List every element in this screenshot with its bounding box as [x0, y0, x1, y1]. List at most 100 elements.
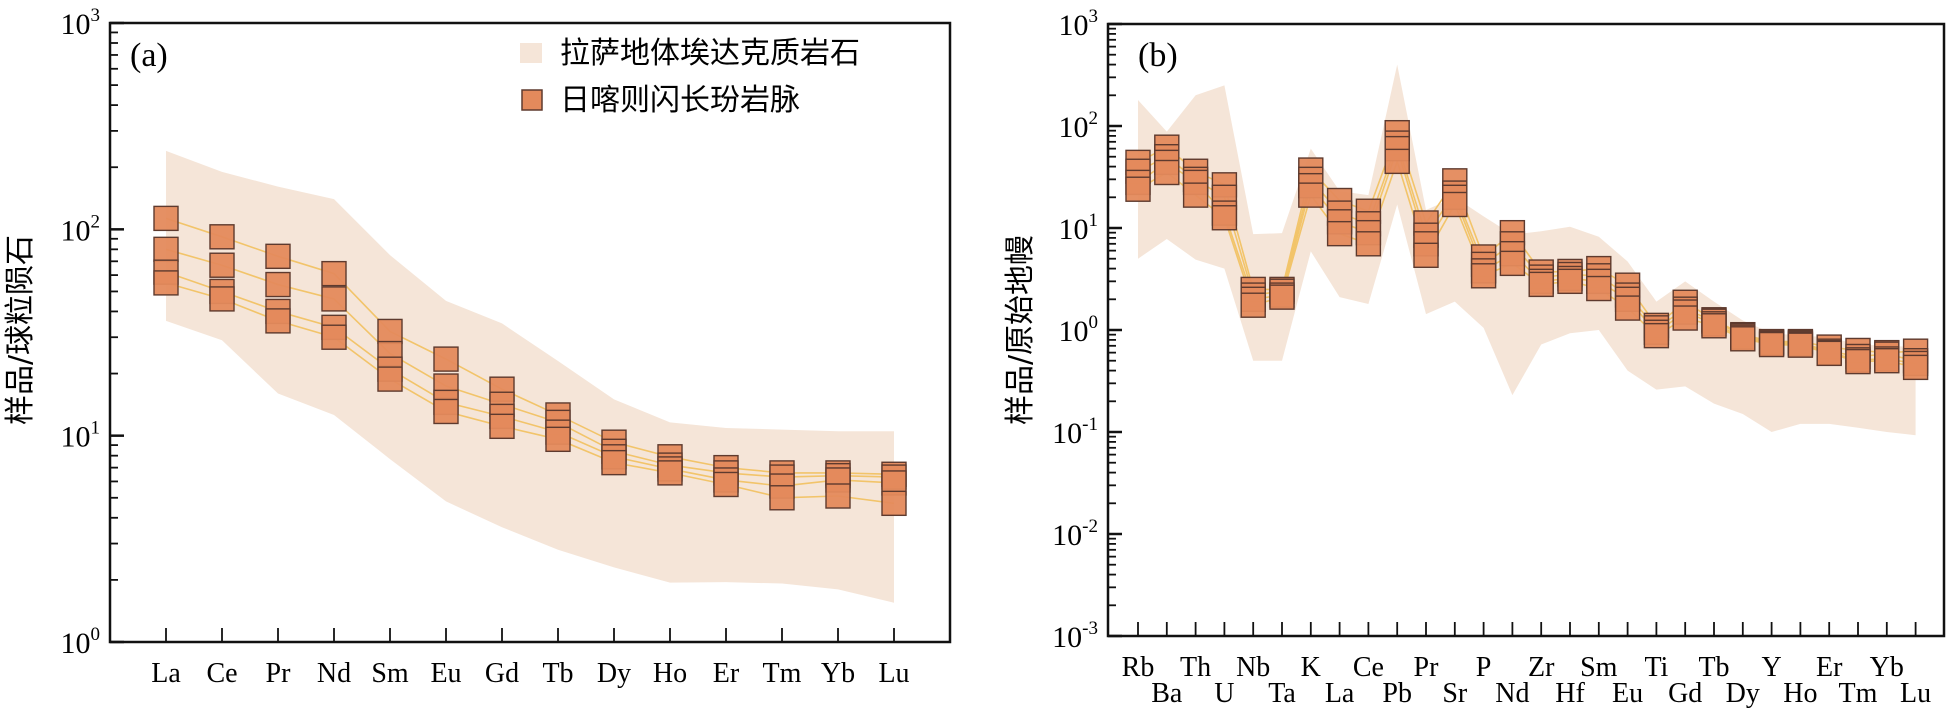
tick-base: 10 — [61, 627, 91, 660]
panel-b-x-tick-label-rb: Rb — [1122, 652, 1155, 683]
panel-b-x-tick-label-pb: Pb — [1382, 678, 1412, 709]
tick-base: 10 — [61, 214, 91, 247]
panel-a-marker-la-1 — [153, 205, 179, 232]
panel-a-x-tick-label-la: La — [151, 658, 181, 689]
panel-b-marker-u-4 — [1211, 205, 1238, 231]
panel-b-y-tick-label: 100 — [1059, 312, 1099, 348]
panel-b-marker-nd-4 — [1499, 250, 1526, 277]
panel-b-y-tick-label: 10-1 — [1052, 414, 1098, 450]
panel-b-marker-yb-4 — [1874, 348, 1900, 374]
tick-base: 10 — [1052, 519, 1082, 552]
panel-b-marker-sm-4 — [1586, 275, 1612, 302]
panel-a-markers-layer — [153, 205, 907, 517]
tick-exponent: -3 — [1082, 618, 1098, 639]
panel-a-y-tick-label: 103 — [61, 5, 101, 41]
panel-a-frame — [108, 21, 952, 644]
legend-sample-label: 日喀则闪长玢岩脉 — [560, 83, 800, 118]
panel-a-marker-sm-4 — [377, 366, 403, 392]
panel-a-marker-nd-4 — [321, 324, 347, 350]
panel-b-y-tick-label: 10-2 — [1052, 516, 1098, 552]
panel-b-x-tick-label-th: Th — [1180, 652, 1211, 683]
panel-a-y-tick-label: 100 — [61, 624, 101, 660]
panel-b-x-tick-label-pr: Pr — [1414, 652, 1440, 683]
panel-b-x-tick-label-la: La — [1325, 678, 1355, 709]
panel-b-x-tick-label-y: Y — [1761, 652, 1781, 683]
panel-b-label: (b) — [1138, 37, 1178, 74]
panel-b-marker-sr-4 — [1442, 191, 1468, 218]
panel-b-x-tick-label-sm: Sm — [1580, 652, 1618, 683]
panel-b-marker-tb-4 — [1701, 313, 1727, 339]
panel-a-label: (a) — [130, 37, 168, 74]
panel-b-marker-y-4 — [1758, 331, 1785, 358]
panel-b-y-tick-label: 103 — [1059, 6, 1099, 42]
panel-b-y-tick-label: 102 — [1059, 108, 1099, 144]
panel-b-x-tick-label-ce: Ce — [1353, 652, 1384, 683]
legend-envelope-label: 拉萨地体埃达克质岩石 — [560, 36, 860, 71]
panel-b-x-tick-label-dy: Dy — [1726, 678, 1760, 709]
panel-b-x-tick-label-ta: Ta — [1268, 678, 1296, 709]
panel-a-x-tick-label-lu: Lu — [878, 658, 909, 689]
panel-a-x-tick-label-tm: Tm — [763, 658, 802, 689]
panel-b-marker-ba-4 — [1154, 159, 1180, 186]
panel-a-marker-gd-4 — [489, 413, 515, 440]
panel-a-x-tick-label-pr: Pr — [266, 658, 292, 689]
panel-b-marker-ta-4 — [1269, 284, 1295, 310]
panel-b-x-tick-label-yb: Yb — [1870, 652, 1904, 683]
panel-a-x-tick-label-sm: Sm — [371, 658, 409, 689]
tick-exponent: 0 — [91, 624, 101, 645]
tick-exponent: -1 — [1082, 414, 1098, 435]
panel-b-marker-tm-4 — [1845, 348, 1871, 375]
panel-b-marker-nb-4 — [1240, 292, 1266, 318]
panel-b-x-tick-label-nd: Nd — [1495, 678, 1529, 709]
panel-b-series-line-4 — [1137, 158, 1916, 369]
panel-b-x-tick-label-u: U — [1214, 678, 1234, 709]
tick-base: 10 — [61, 421, 91, 454]
panel-b-y-axis-title: 样品/原始地幔 — [1003, 235, 1038, 425]
panel-b-markers-layer — [1125, 119, 1929, 381]
panel-a-marker-er-4 — [713, 471, 739, 498]
panel-b-x-tick-label-ba: Ba — [1151, 678, 1183, 709]
panel-a-x-tick-label-yb: Yb — [821, 658, 855, 689]
tick-base: 10 — [1052, 417, 1082, 450]
tick-exponent: 2 — [91, 211, 101, 232]
panel-b-spider-plot: 10-310-210-1100101102103RbBaThUNbTaKLaCe… — [1003, 6, 1946, 709]
panel-b-marker-ce-4 — [1355, 231, 1382, 257]
tick-exponent: 0 — [1089, 312, 1099, 333]
panel-b-marker-hf-4 — [1557, 268, 1583, 295]
panel-a-marker-ce-4 — [209, 286, 235, 312]
tick-exponent: 3 — [1089, 6, 1099, 27]
panel-b-x-tick-label-tb: Tb — [1698, 652, 1729, 683]
tick-exponent: 2 — [1089, 108, 1099, 129]
tick-exponent: -2 — [1082, 516, 1098, 537]
panel-a-marker-la-2 — [153, 236, 179, 263]
panel-b-marker-lu-4 — [1902, 354, 1929, 381]
panel-b-marker-er-4 — [1816, 340, 1842, 367]
panel-b-marker-gd-4 — [1672, 305, 1698, 331]
panel-a-marker-dy-4 — [601, 449, 627, 476]
tick-exponent: 3 — [91, 5, 101, 26]
panel-a-marker-lu-4 — [881, 490, 907, 517]
panel-a-y-tick-label: 101 — [61, 418, 101, 454]
panel-b-x-tick-label-lu: Lu — [1900, 678, 1931, 709]
panel-a-marker-pr-4 — [265, 308, 291, 334]
tick-base: 10 — [1059, 9, 1089, 42]
panel-a-marker-ce-2 — [209, 252, 235, 278]
panel-b-envelope-area — [1138, 64, 1916, 436]
legend: 拉萨地体埃达克质岩石 日喀则闪长玢岩脉 — [520, 36, 860, 118]
panel-b-envelope-layer — [1138, 64, 1916, 436]
panel-b-axes: 10-310-210-1100101102103RbBaThUNbTaKLaCe… — [1052, 6, 1946, 709]
panel-b-marker-eu-4 — [1614, 295, 1641, 321]
panel-a-marker-nd-1 — [321, 260, 347, 287]
panel-a-marker-yb-4 — [825, 483, 851, 509]
panel-a-marker-la-4 — [153, 270, 179, 296]
panel-b-marker-pb-4 — [1384, 148, 1410, 175]
tick-base: 10 — [1052, 621, 1082, 654]
panel-a-x-tick-label-ho: Ho — [653, 658, 687, 689]
panel-a-marker-ho-4 — [657, 460, 683, 486]
panel-a-x-tick-label-er: Er — [713, 658, 740, 689]
panel-a-y-axis-title: 样品/球粒陨石 — [3, 235, 38, 425]
tick-base: 10 — [61, 8, 91, 41]
legend-sample-swatch — [521, 89, 543, 111]
